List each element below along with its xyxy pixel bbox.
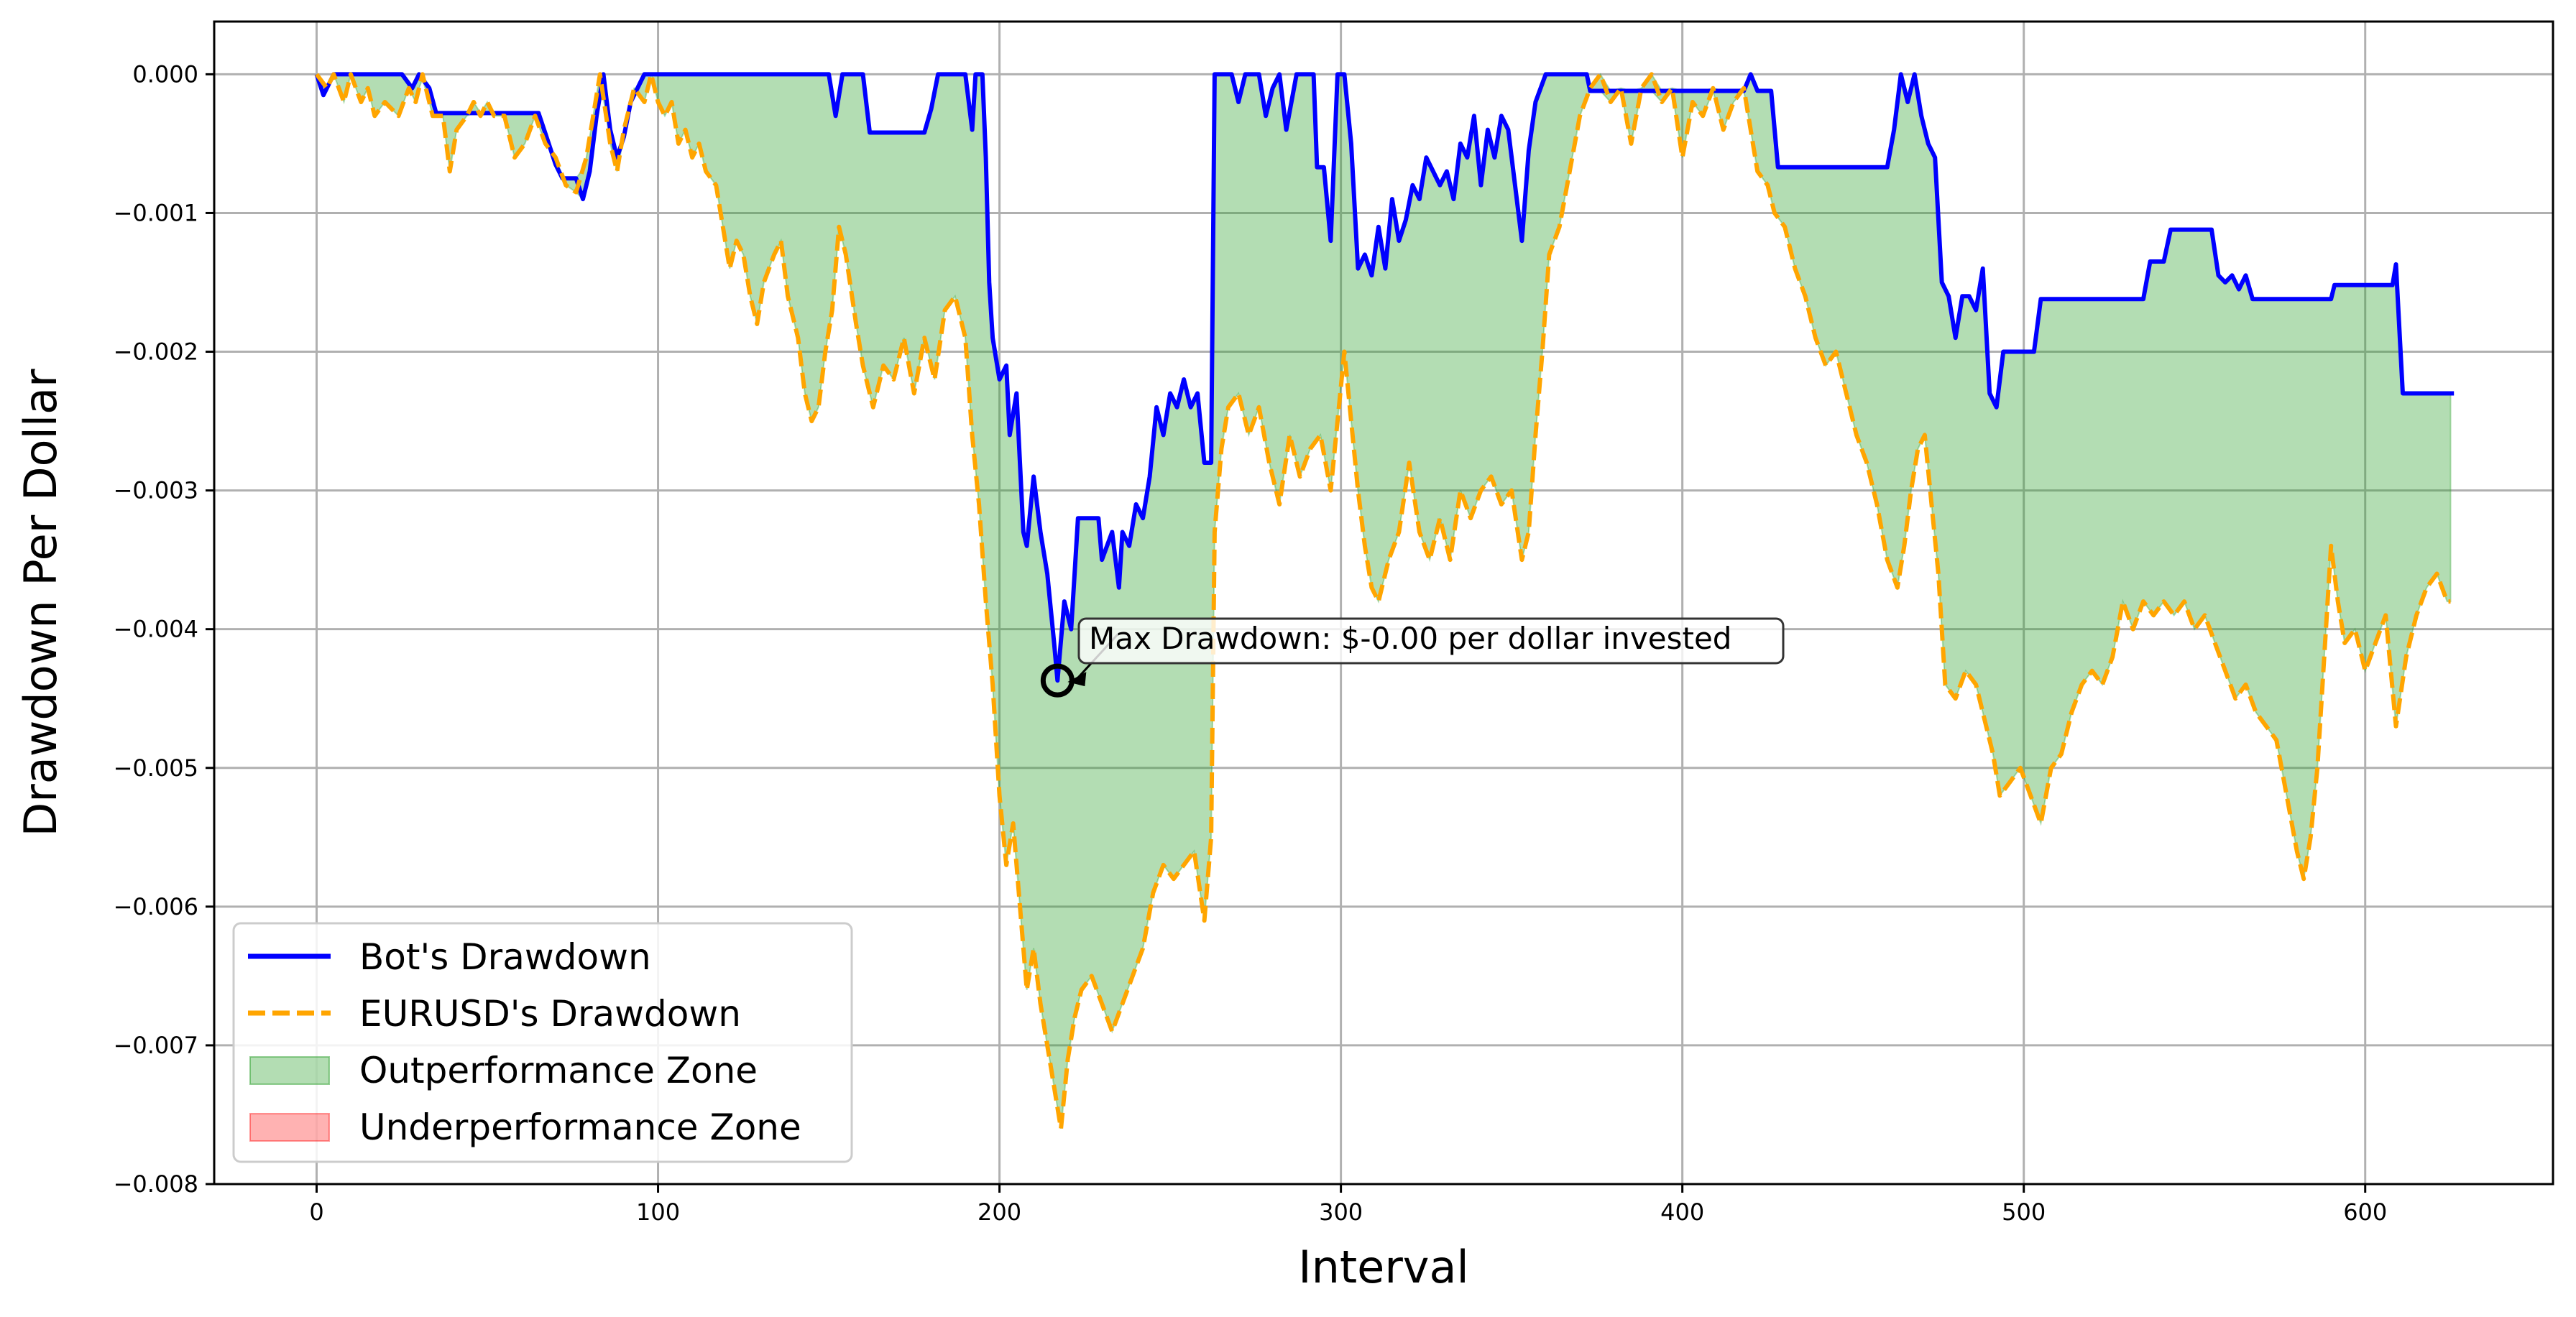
grid <box>214 22 2553 1186</box>
y-axis-label: Drawdown Per Dollar <box>14 369 67 837</box>
x-axis-label: Interval <box>1298 1241 1468 1293</box>
legend-outperformance-label: Outperformance Zone <box>359 1050 758 1091</box>
y-tick-label: −0.002 <box>114 338 198 366</box>
legend-underperformance-swatch <box>249 1113 330 1142</box>
legend-eurusd-label: EURUSD's Drawdown <box>359 993 741 1035</box>
x-tick-label: 200 <box>978 1198 1021 1226</box>
y-tick-label: −0.006 <box>114 893 198 920</box>
bot-drawdown-line <box>314 72 2455 683</box>
plot-frame <box>213 20 2554 1186</box>
y-tick-label: −0.003 <box>114 477 198 504</box>
legend-box <box>232 922 853 1163</box>
x-tick-label: 100 <box>636 1198 680 1226</box>
eurusd-drawdown-line <box>315 72 2451 1131</box>
x-tick-label: 300 <box>1319 1198 1363 1226</box>
series-lines <box>314 72 2455 1131</box>
x-tick-label: 400 <box>1660 1198 1704 1226</box>
y-tick-label: −0.007 <box>114 1032 198 1059</box>
axis-ticks: 0 100 200 300 400 500 600 0.000 −0.001 −0.002 −0.0… <box>114 60 2388 1226</box>
annotation-box <box>1077 617 1785 665</box>
legend-bot-label: Bot's Drawdown <box>359 936 651 978</box>
legend-underperformance-label: Underperformance Zone <box>359 1106 801 1148</box>
annotation-arrowhead <box>1067 672 1087 687</box>
x-tick-label: 500 <box>2002 1198 2046 1226</box>
y-tick-label: −0.005 <box>114 754 198 782</box>
x-tick-label: 0 <box>309 1198 323 1226</box>
legend-outperformance-swatch <box>249 1056 330 1085</box>
legend: Bot's Drawdown EURUSD's Drawdown Outperf… <box>232 922 853 1163</box>
x-tick-label: 600 <box>2343 1198 2387 1226</box>
y-tick-label: −0.004 <box>114 616 198 643</box>
y-tick-label: −0.001 <box>114 199 198 226</box>
y-tick-label: −0.008 <box>114 1170 198 1198</box>
annotation-text: Max Drawdown: $-0.00 per dollar invested <box>1089 621 1731 656</box>
max-drawdown-annotation: Max Drawdown: $-0.00 per dollar invested <box>1040 617 1785 698</box>
y-tick-label: 0.000 <box>132 60 198 88</box>
